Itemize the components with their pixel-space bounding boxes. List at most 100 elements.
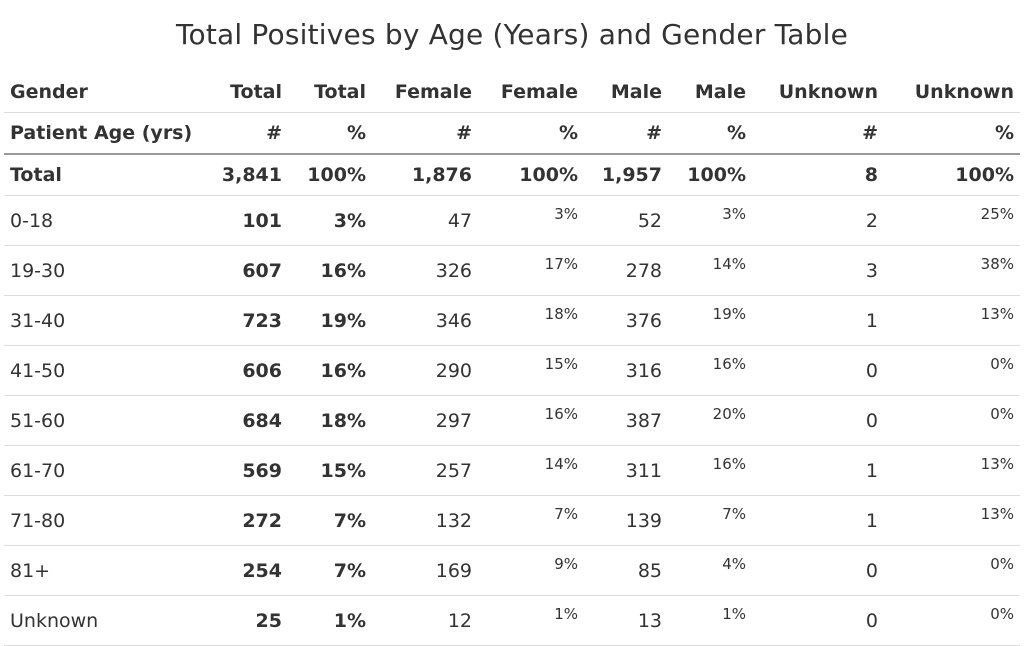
- unknown-count-cell: 0: [752, 395, 884, 446]
- unknown-count-cell: 0: [752, 345, 884, 396]
- unknown-percent-cell: 0%: [884, 545, 1020, 596]
- female-count-cell: 297: [372, 395, 478, 446]
- unknown-percent-cell: 0%: [884, 395, 1020, 446]
- age-cell: Unknown: [4, 595, 200, 646]
- male-percent-cell: 19%: [668, 295, 752, 346]
- total-percent-cell: 15%: [288, 445, 372, 496]
- female-percent-cell: 3%: [478, 195, 584, 246]
- female-count-cell: 12: [372, 595, 478, 646]
- table-row: Total 3,841 100% 1,876 100% 1,957 100% 8…: [4, 154, 1020, 196]
- table-row: 71-80 272 7% 132 7% 139 7% 1 13%: [4, 495, 1020, 546]
- header-cell: %: [288, 112, 372, 155]
- table-title: Total Positives by Age (Years) and Gende…: [175, 18, 849, 51]
- unknown-percent-cell: 25%: [884, 195, 1020, 246]
- unknown-count-cell: 3: [752, 245, 884, 296]
- male-percent-cell: 1%: [668, 595, 752, 646]
- male-count-cell: 311: [584, 445, 668, 496]
- male-count-cell: 52: [584, 195, 668, 246]
- male-percent-cell: 3%: [668, 195, 752, 246]
- age-cell: 41-50: [4, 345, 200, 396]
- header-row-gender: Gender Total Total Female Female Male Ma…: [4, 72, 1020, 113]
- total-percent-cell: 7%: [288, 545, 372, 596]
- total-percent-cell: 18%: [288, 395, 372, 446]
- header-cell: Unknown: [884, 72, 1020, 113]
- age-cell: 71-80: [4, 495, 200, 546]
- header-cell: %: [478, 112, 584, 155]
- total-count-cell: 684: [200, 395, 288, 446]
- table-row: 51-60 684 18% 297 16% 387 20% 0 0%: [4, 395, 1020, 446]
- total-count-cell: 606: [200, 345, 288, 396]
- header-cell: Total: [288, 72, 372, 113]
- positives-by-age-gender-table: Gender Total Total Female Female Male Ma…: [4, 72, 1020, 646]
- total-count-cell: 254: [200, 545, 288, 596]
- total-percent-cell: 16%: [288, 245, 372, 296]
- male-percent-cell: 16%: [668, 445, 752, 496]
- female-count-cell: 169: [372, 545, 478, 596]
- header-cell: #: [752, 112, 884, 155]
- header-cell: #: [372, 112, 478, 155]
- female-percent-cell: 15%: [478, 345, 584, 396]
- header-cell: Gender: [4, 72, 200, 113]
- header-cell: %: [884, 112, 1020, 155]
- male-count-cell: 1,957: [584, 154, 668, 196]
- unknown-percent-cell: 0%: [884, 595, 1020, 646]
- table-row: 0-18 101 3% 47 3% 52 3% 2 25%: [4, 195, 1020, 246]
- unknown-count-cell: 1: [752, 495, 884, 546]
- table-header: Gender Total Total Female Female Male Ma…: [4, 72, 1020, 155]
- unknown-percent-cell: 38%: [884, 245, 1020, 296]
- male-percent-cell: 20%: [668, 395, 752, 446]
- female-percent-cell: 14%: [478, 445, 584, 496]
- female-count-cell: 346: [372, 295, 478, 346]
- age-cell: 61-70: [4, 445, 200, 496]
- header-cell: Unknown: [752, 72, 884, 113]
- table-body: Total 3,841 100% 1,876 100% 1,957 100% 8…: [4, 154, 1020, 646]
- total-percent-cell: 19%: [288, 295, 372, 346]
- header-row-age: Patient Age (yrs) # % # % # % # %: [4, 112, 1020, 155]
- table-row: 19-30 607 16% 326 17% 278 14% 3 38%: [4, 245, 1020, 296]
- total-percent-cell: 100%: [288, 154, 372, 196]
- age-cell: 51-60: [4, 395, 200, 446]
- age-cell: 19-30: [4, 245, 200, 296]
- unknown-percent-cell: 13%: [884, 295, 1020, 346]
- header-cell: Patient Age (yrs): [4, 112, 200, 155]
- total-count-cell: 607: [200, 245, 288, 296]
- total-percent-cell: 16%: [288, 345, 372, 396]
- total-count-cell: 569: [200, 445, 288, 496]
- header-cell: %: [668, 112, 752, 155]
- male-percent-cell: 14%: [668, 245, 752, 296]
- header-cell: Male: [668, 72, 752, 113]
- male-percent-cell: 7%: [668, 495, 752, 546]
- female-count-cell: 132: [372, 495, 478, 546]
- female-percent-cell: 7%: [478, 495, 584, 546]
- unknown-count-cell: 0: [752, 595, 884, 646]
- male-count-cell: 278: [584, 245, 668, 296]
- table-row: 61-70 569 15% 257 14% 311 16% 1 13%: [4, 445, 1020, 496]
- female-percent-cell: 18%: [478, 295, 584, 346]
- male-count-cell: 139: [584, 495, 668, 546]
- total-percent-cell: 7%: [288, 495, 372, 546]
- header-cell: Female: [372, 72, 478, 113]
- age-cell: 81+: [4, 545, 200, 596]
- unknown-percent-cell: 13%: [884, 495, 1020, 546]
- female-percent-cell: 9%: [478, 545, 584, 596]
- total-count-cell: 101: [200, 195, 288, 246]
- total-count-cell: 3,841: [200, 154, 288, 196]
- table-row: 41-50 606 16% 290 15% 316 16% 0 0%: [4, 345, 1020, 396]
- age-cell: Total: [4, 154, 200, 196]
- unknown-count-cell: 8: [752, 154, 884, 196]
- female-count-cell: 47: [372, 195, 478, 246]
- unknown-count-cell: 1: [752, 295, 884, 346]
- female-count-cell: 1,876: [372, 154, 478, 196]
- total-count-cell: 272: [200, 495, 288, 546]
- male-count-cell: 316: [584, 345, 668, 396]
- age-cell: 31-40: [4, 295, 200, 346]
- header-cell: #: [200, 112, 288, 155]
- male-count-cell: 387: [584, 395, 668, 446]
- header-cell: Total: [200, 72, 288, 113]
- total-percent-cell: 3%: [288, 195, 372, 246]
- female-percent-cell: 17%: [478, 245, 584, 296]
- header-cell: Male: [584, 72, 668, 113]
- total-count-cell: 25: [200, 595, 288, 646]
- unknown-count-cell: 0: [752, 545, 884, 596]
- age-cell: 0-18: [4, 195, 200, 246]
